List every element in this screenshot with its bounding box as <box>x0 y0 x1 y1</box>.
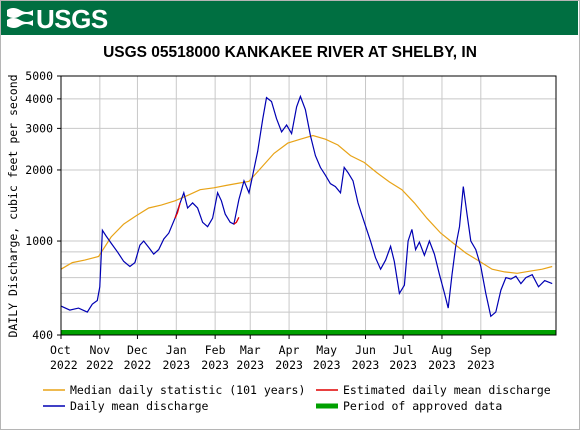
y-tick-label: 5000 <box>25 69 53 83</box>
x-tick-label-month: Nov <box>89 343 110 357</box>
x-tick-label-year: 2023 <box>201 358 229 372</box>
x-tick-labels: Oct2022Nov2022Dec2022Jan2023Feb2023Mar20… <box>50 335 495 372</box>
agency-logo-text: USGS <box>36 4 108 34</box>
x-tick-label-year: 2023 <box>467 358 495 372</box>
x-tick-label-month: Jan <box>166 343 187 357</box>
chart-title: USGS 05518000 KANKAKEE RIVER AT SHELBY, … <box>103 44 477 61</box>
legend-median-label: Median daily statistic (101 years) <box>70 383 305 397</box>
legend-daily-mean-label: Daily mean discharge <box>70 399 209 413</box>
grid-lines <box>61 76 556 335</box>
x-tick-label-month: Oct <box>50 343 71 357</box>
y-tick-label: 4000 <box>25 92 53 106</box>
x-tick-label-month: Sep <box>470 343 491 357</box>
y-tick-label: 2000 <box>25 163 53 177</box>
usgs-logo-icon <box>7 8 33 28</box>
y-tick-label: 3000 <box>25 121 53 135</box>
x-tick-label-year: 2022 <box>86 358 114 372</box>
plot-border <box>60 75 557 336</box>
approved-data-band <box>61 330 556 335</box>
y-tick-label: 1000 <box>25 234 53 248</box>
x-tick-label-month: Jul <box>393 343 414 357</box>
y-tick-label: 400 <box>32 328 53 342</box>
x-tick-label-month: Apr <box>279 343 300 357</box>
estimated-daily-line <box>233 217 240 225</box>
x-tick-label-year: 2022 <box>50 358 78 372</box>
x-tick-label-year: 2023 <box>275 358 303 372</box>
daily-mean-line <box>60 94 553 318</box>
x-tick-label-month: Aug <box>432 343 453 357</box>
estimated-daily-line <box>174 202 181 219</box>
x-tick-label-year: 2023 <box>236 358 264 372</box>
agency-banner: USGS <box>1 1 578 35</box>
x-tick-label-month: Mar <box>240 343 261 357</box>
x-tick-label-month: Feb <box>205 343 226 357</box>
median-daily-line <box>60 134 553 274</box>
legend-approved-label: Period of approved data <box>343 399 502 413</box>
x-tick-label-year: 2023 <box>428 358 456 372</box>
x-tick-label-month: Dec <box>127 343 148 357</box>
x-tick-label-month: May <box>316 343 337 357</box>
y-tick-labels: 5000 4000 3000 2000 1000 400 <box>25 69 61 342</box>
y-axis-label: DAILY Discharge, cubic feet per second <box>6 74 20 337</box>
x-tick-label-year: 2022 <box>124 358 152 372</box>
x-tick-label-year: 2023 <box>162 358 190 372</box>
x-tick-label-year: 2023 <box>313 358 341 372</box>
approved-period-band <box>61 330 556 335</box>
x-tick-label-month: Jun <box>355 343 376 357</box>
legend-estimated-label: Estimated daily mean discharge <box>343 383 551 397</box>
series-lines <box>60 94 553 318</box>
x-tick-label-year: 2023 <box>389 358 417 372</box>
x-tick-label-year: 2023 <box>352 358 380 372</box>
legend: Median daily statistic (101 years) Estima… <box>43 383 551 413</box>
